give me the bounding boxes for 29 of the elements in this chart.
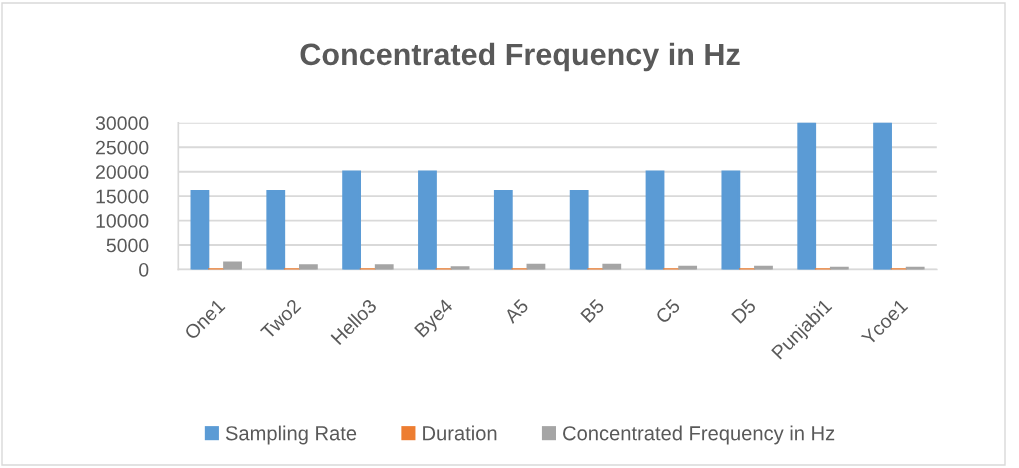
y-tick-label: 20000	[96, 165, 149, 179]
x-tick-label: A5	[503, 298, 530, 325]
bar	[342, 170, 362, 270]
y-tick-label: 10000	[96, 214, 149, 228]
legend-label: Concentrated Frequency in Hz	[563, 425, 835, 445]
bar	[298, 264, 318, 270]
x-tick-label: C5	[654, 298, 681, 325]
x-tick-label: D5	[731, 298, 757, 324]
bar	[418, 170, 437, 270]
chart-title: Concentrated Frequency in Hz	[300, 42, 740, 72]
bar	[721, 170, 741, 270]
bar	[266, 190, 286, 270]
y-tick-label: 30000	[95, 116, 149, 131]
y-tick-label: 25000	[96, 140, 149, 155]
bar	[493, 190, 513, 270]
y-tick-label: 5000	[106, 238, 149, 253]
bar	[873, 122, 892, 270]
legend-label: Duration	[423, 425, 497, 441]
bar	[602, 263, 622, 270]
bar	[797, 122, 817, 270]
legend-label: Sampling Rate	[225, 425, 357, 445]
bar	[190, 190, 210, 270]
y-tick-label: 15000	[96, 189, 149, 204]
bar	[374, 264, 394, 270]
y-tick-label: 0	[139, 262, 149, 277]
bar	[569, 190, 589, 270]
bar	[645, 170, 665, 270]
bar	[223, 261, 242, 270]
x-tick-label: B5	[580, 298, 605, 324]
